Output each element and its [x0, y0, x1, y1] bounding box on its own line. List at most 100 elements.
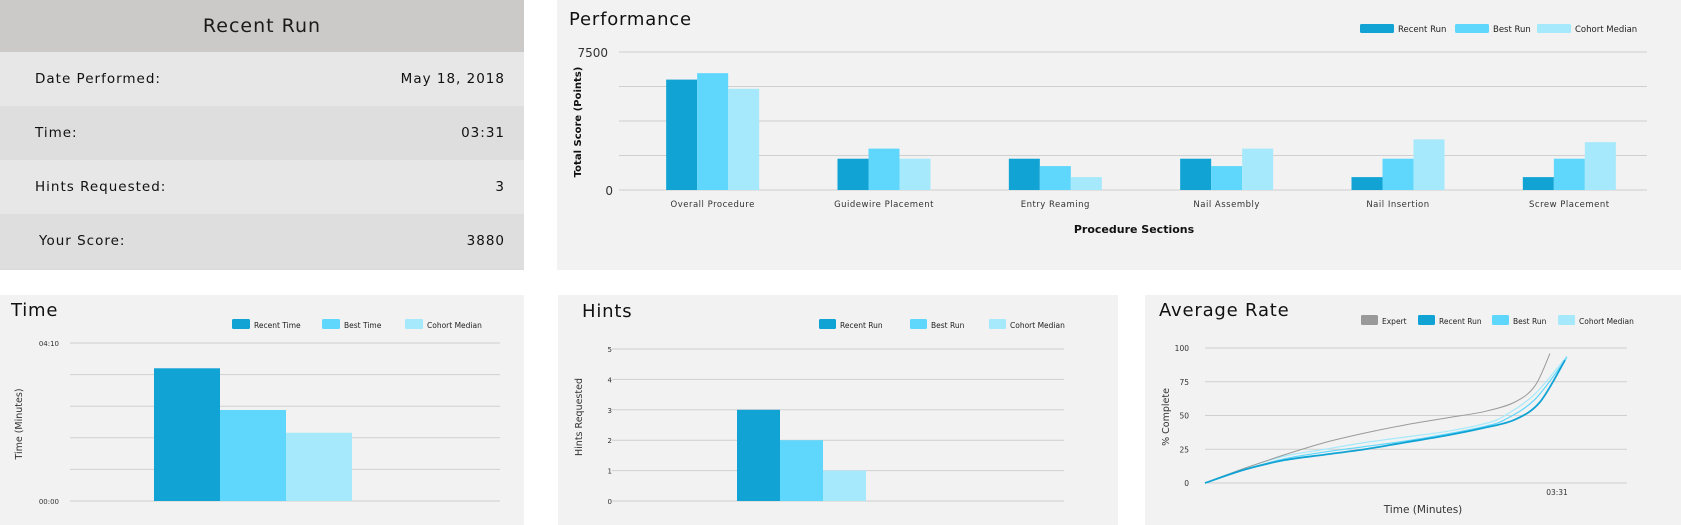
hints-ytick-1: 1: [608, 468, 612, 476]
hints-bar-recent-run: [737, 409, 780, 501]
legend-swatch-time-best-time: [322, 319, 340, 329]
legend-label-hints-best-run: Best Run: [931, 321, 965, 330]
legend-swatch-time-cohort-median: [405, 319, 423, 329]
hints-ytick-3: 3: [608, 407, 612, 415]
rate-line-expert: [1204, 353, 1551, 484]
legend-label-rate-best-run: Best Run: [1513, 317, 1547, 326]
performance-xtick-nail-insertion: Nail Insertion: [1366, 200, 1429, 210]
legend-label-time-recent-time: Recent Time: [254, 321, 301, 330]
average-rate-xlabel: Time (Minutes): [1383, 504, 1463, 516]
legend-label-time-cohort-median: Cohort Median: [427, 321, 482, 330]
rate-ytick-0: 0: [1184, 479, 1189, 488]
average-rate-chart: 0 25 50 75 100 03:31 Expert Recent Run Best Run…: [1161, 315, 1634, 516]
hints-ytick-5: 5: [608, 346, 612, 354]
performance-xtick-screw-placement: Screw Placement: [1529, 200, 1610, 210]
performance-bar-recent-run-entry-reaming: [1008, 158, 1040, 190]
time-title: Time: [11, 300, 59, 321]
average-rate-panel: Average Rate 0 25 50 75 100 03:31 Expert Recen…: [1145, 295, 1681, 525]
legend-swatch-rate-recent-run: [1418, 315, 1435, 325]
hints-requested-row: Hints Requested: 3: [0, 160, 524, 214]
date-performed-value: May 18, 2018: [400, 71, 505, 87]
hints-ytick-4: 4: [608, 376, 613, 384]
performance-bar-best-run-overall-procedure: [697, 73, 729, 190]
performance-bar-cohort-median-screw-placement: [1584, 142, 1616, 190]
hints-bar-cohort-median: [823, 470, 866, 501]
hints-ytick-2: 2: [608, 437, 612, 445]
performance-bar-recent-run-nail-assembly: [1180, 158, 1212, 190]
performance-xtick-nail-assembly: Nail Assembly: [1193, 200, 1259, 210]
hints-panel: Hints 0 1 2 3 4 5 Recent Run Best Run Cohort Me…: [558, 295, 1118, 525]
legend-label-hints-recent-run: Recent Run: [840, 321, 883, 330]
performance-xtick-guidewire-placement: Guidewire Placement: [834, 200, 934, 210]
your-score-row: Your Score: 3880: [0, 214, 524, 268]
your-score-value: 3880: [466, 233, 505, 249]
hints-ytick-0: 0: [608, 498, 612, 506]
legend-label-perf-cohort-median: Cohort Median: [1575, 25, 1637, 35]
time-ylabel: Time (Minutes): [14, 388, 25, 460]
performance-ytick-zero: 0: [605, 184, 613, 198]
performance-bar-best-run-screw-placement: [1553, 158, 1585, 190]
hints-requested-label: Hints Requested:: [35, 179, 167, 195]
time-bar-recent-time: [154, 368, 220, 501]
time-bar-best-time: [220, 409, 286, 501]
date-performed-label: Date Performed:: [35, 71, 161, 87]
hints-chart: 0 1 2 3 4 5 Recent Run Best Run Cohort Median H…: [574, 319, 1065, 506]
rate-ytick-25: 25: [1179, 445, 1189, 454]
performance-bar-cohort-median-nail-insertion: [1413, 139, 1445, 190]
performance-bar-best-run-nail-insertion: [1382, 158, 1414, 190]
recent-run-panel: Recent Run Date Performed: May 18, 2018 …: [0, 0, 524, 270]
rate-ytick-100: 100: [1175, 344, 1190, 353]
performance-bar-recent-run-guidewire-placement: [837, 158, 869, 190]
date-performed-row: Date Performed: May 18, 2018: [0, 52, 524, 106]
hints-title: Hints: [582, 301, 633, 322]
time-ytick-zero: 00:00: [39, 498, 59, 506]
time-bar-cohort-median: [286, 432, 352, 501]
rate-line-cohort-median: [1204, 355, 1568, 484]
performance-bar-recent-run-screw-placement: [1522, 177, 1554, 190]
legend-label-rate-cohort-median: Cohort Median: [1579, 317, 1634, 326]
performance-panel: Performance Overall Procedure Guidewire P…: [557, 0, 1681, 270]
time-label: Time:: [35, 125, 78, 141]
rate-ytick-75: 75: [1179, 378, 1189, 387]
performance-xtick-overall-procedure: Overall Procedure: [671, 200, 755, 210]
legend-label-rate-expert: Expert: [1382, 317, 1407, 326]
recent-run-title: Recent Run: [0, 0, 524, 52]
legend-swatch-hints-best-run: [910, 319, 927, 329]
legend-swatch-hints-recent-run: [819, 319, 836, 329]
time-value: 03:31: [461, 125, 505, 141]
legend-swatch-rate-expert: [1361, 315, 1378, 325]
performance-xlabel: Procedure Sections: [1074, 223, 1195, 236]
hints-bar-best-run: [780, 440, 823, 501]
performance-bar-cohort-median-overall-procedure: [728, 88, 760, 190]
performance-bar-recent-run-overall-procedure: [666, 79, 698, 190]
time-row: Time: 03:31: [0, 106, 524, 160]
legend-swatch-perf-cohort-median: [1537, 24, 1571, 33]
legend-label-perf-recent-run: Recent Run: [1398, 25, 1446, 35]
average-rate-title: Average Rate: [1159, 300, 1290, 321]
legend-swatch-perf-recent-run: [1360, 24, 1394, 33]
performance-bar-best-run-guidewire-placement: [868, 148, 900, 190]
time-ytick-max: 04:10: [39, 340, 59, 348]
performance-bar-recent-run-nail-insertion: [1351, 177, 1383, 190]
time-panel: Time Recent Time Best Time Cohort Median 0…: [0, 295, 524, 525]
performance-ytick-max: 7500: [577, 46, 608, 60]
average-rate-ylabel: % Complete: [1161, 388, 1172, 446]
rate-xtick-03-31: 03:31: [1546, 488, 1568, 497]
performance-bar-best-run-nail-assembly: [1211, 166, 1243, 190]
performance-xtick-entry-reaming: Entry Reaming: [1021, 200, 1090, 210]
performance-bar-best-run-entry-reaming: [1039, 166, 1071, 190]
legend-label-hints-cohort-median: Cohort Median: [1010, 321, 1065, 330]
performance-bar-cohort-median-nail-assembly: [1242, 148, 1274, 190]
legend-swatch-hints-cohort-median: [989, 319, 1006, 329]
legend-label-rate-recent-run: Recent Run: [1439, 317, 1482, 326]
your-score-label: Your Score:: [39, 233, 126, 249]
rate-line-recent-run: [1204, 359, 1566, 484]
hints-ylabel: Hints Requested: [574, 378, 585, 456]
legend-swatch-time-recent-time: [232, 319, 250, 329]
legend-swatch-perf-best-run: [1455, 24, 1489, 33]
hints-requested-value: 3: [495, 179, 505, 195]
legend-swatch-rate-cohort-median: [1558, 315, 1575, 325]
performance-chart: Overall Procedure Guidewire Placement Entr…: [573, 24, 1647, 236]
rate-ytick-50: 50: [1179, 412, 1189, 421]
performance-title: Performance: [569, 9, 692, 30]
